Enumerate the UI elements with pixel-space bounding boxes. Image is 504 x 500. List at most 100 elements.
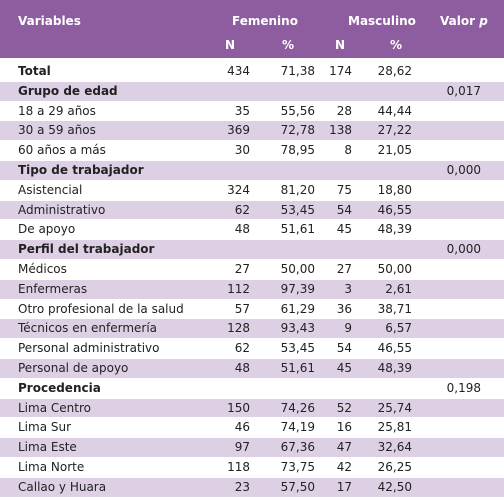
cell: 74,26 [280,400,315,415]
table-row: De apoyo 48 51,61 45 48,39 [0,220,504,241]
cell: 8 [344,143,352,158]
cell: 78,95 [280,143,315,158]
cell: 51,61 [280,222,315,237]
row-label: Perfil del trabajador [18,242,155,257]
header-cell: N [225,38,236,52]
cell: 174 [329,64,352,78]
cell: 71,38 [280,64,315,78]
p-value: 0,017 [446,83,481,98]
cell: 112 [227,281,250,296]
table-row: Lima Norte 118 73,75 42 26,25 [0,458,504,478]
cell: 9 [344,321,352,336]
row-label: Enfermeras [18,281,88,296]
cell: 30 [234,143,250,158]
table-row: Personal de apoyo 48 51,61 45 48,39 [0,359,504,379]
cell: 16 [336,420,352,435]
cell: 324 [227,182,250,197]
cell: 57 [234,301,250,316]
cell: 25,74 [377,400,412,415]
row-label: Callao y Huara [18,479,107,494]
cell: 75 [336,182,352,197]
cell: 46,55 [377,202,412,217]
p-value: 0,000 [446,163,481,177]
cell: 27 [336,262,352,276]
cell: 55,56 [280,103,315,118]
table-row: Lima Sur 46 74,19 16 25,81 [0,418,504,439]
cell: 81,20 [280,182,315,197]
row-label: Personal de apoyo [18,361,129,375]
table-header: Variables Femenino Masculino Valor p N %… [0,0,504,58]
row-label: Médicos [18,262,67,276]
cell: 35 [234,103,250,118]
cell: 46,55 [377,341,412,356]
cell: 97,39 [280,281,315,296]
cell: 28 [336,103,352,118]
header-text: p [479,14,488,28]
header-cell: N [335,38,346,52]
cell: 50,00 [280,262,315,276]
cell: 32,64 [377,440,412,455]
cell: 23 [234,479,250,494]
cell: 17 [336,479,352,494]
cell: 48 [234,222,250,237]
table-row: Total 434 71,38 174 28,62 [0,62,504,82]
cell: 45 [336,361,352,375]
row-label: Técnicos en enfermería [18,321,158,336]
row-label: Total [18,64,51,78]
cell: 97 [234,440,250,455]
row-label: Tipo de trabajador [18,163,144,177]
cell: 27,22 [377,123,412,138]
cell: 48 [234,361,250,375]
table-row: Lima Este 97 67,36 47 32,64 [0,438,504,458]
row-label: Grupo de edad [18,83,118,98]
cell: 46 [234,420,250,435]
cell: 434 [227,64,250,78]
table-row: Perfil del trabajador 0,000 [0,240,504,260]
table-row: Asistencial 324 81,20 75 18,80 [0,180,504,201]
cell: 21,05 [377,143,412,158]
row-label: Personal administrativo [18,341,160,356]
cell: 42,50 [377,479,412,494]
cell: 47 [336,440,352,455]
cell: 28,62 [377,64,412,78]
row-label: 60 años a más [18,143,106,158]
row-label: Asistencial [18,182,83,197]
header-text: Valor [440,14,476,28]
row-label: De apoyo [18,222,76,237]
p-value: 0,198 [446,380,481,395]
table-row: Personal administrativo 62 53,45 54 46,55 [0,339,504,359]
header-cell: Valor p [440,14,488,28]
cell: 3 [344,281,352,296]
row-label: Lima Norte [18,460,85,474]
row-label: 30 a 59 años [18,123,96,138]
cell: 62 [234,341,250,356]
cell: 57,50 [280,479,315,494]
row-label: Lima Centro [18,400,91,415]
cell: 62 [234,202,250,217]
cell: 53,45 [280,341,315,356]
row-label: 18 a 29 años [18,103,96,118]
table-row: Procedencia 0,198 [0,378,504,399]
cell: 53,45 [280,202,315,217]
cell: 54 [336,341,352,356]
p-value: 0,000 [446,242,481,257]
header-cell: % [282,38,295,52]
cell: 73,75 [280,460,315,474]
cell: 27 [234,262,250,276]
cell: 54 [336,202,352,217]
cell: 44,44 [377,103,412,118]
cell: 61,29 [280,301,315,316]
table-row: Otro profesional de la salud 57 61,29 36 38,… [0,299,504,320]
table-row: 60 años a más 30 78,95 8 21,05 [0,141,504,161]
table-row: Médicos 27 50,00 27 50,00 [0,260,504,280]
table-row: Grupo de edad 0,017 [0,81,504,102]
cell: 93,43 [280,321,315,336]
table-row: Administrativo 62 53,45 54 46,55 [0,200,504,221]
cell: 18,80 [377,182,412,197]
cell: 48,39 [377,361,412,375]
cell: 138 [329,123,352,138]
cell: 38,71 [377,301,412,316]
cell: 118 [227,460,250,474]
table-row: Tipo de trabajador 0,000 [0,161,504,181]
